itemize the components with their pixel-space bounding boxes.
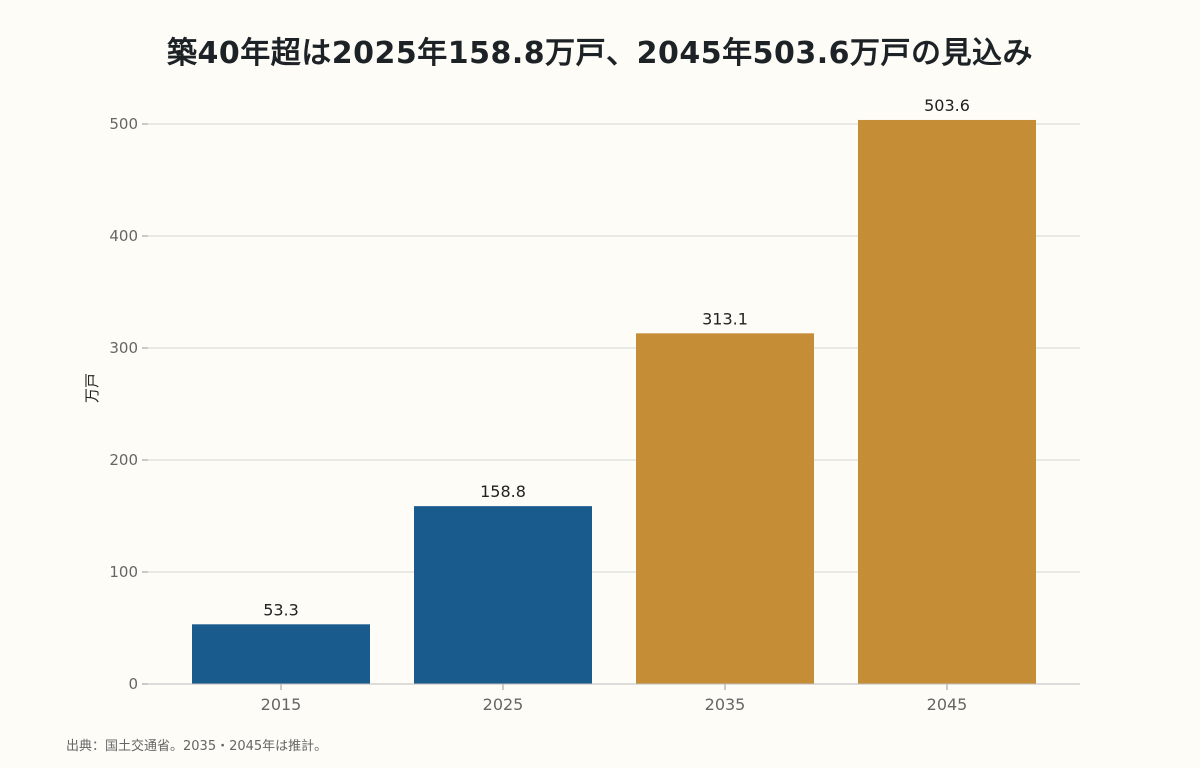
value-label: 158.8 bbox=[480, 482, 526, 501]
y-axis-label: 万戸 bbox=[83, 373, 101, 403]
value-label: 53.3 bbox=[263, 600, 299, 619]
bar-2035 bbox=[636, 333, 814, 684]
source-note: 出典：国土交通省。2035・2045年は推計。 bbox=[66, 739, 328, 754]
y-tick-label: 300 bbox=[109, 339, 138, 357]
y-tick-label: 400 bbox=[109, 227, 138, 245]
y-tick-label: 500 bbox=[109, 115, 138, 133]
bar-2015 bbox=[192, 624, 370, 684]
bar-2045 bbox=[858, 119, 1036, 684]
x-tick-label: 2045 bbox=[927, 695, 968, 714]
x-tick-label: 2035 bbox=[705, 695, 746, 714]
x-tick-label: 2025 bbox=[483, 695, 524, 714]
y-tick-label: 200 bbox=[109, 451, 138, 469]
chart-title: 築40年超は2025年158.8万戸、2045年503.6万戸の見込み bbox=[166, 36, 1034, 71]
value-label: 313.1 bbox=[702, 309, 748, 328]
bar-2025 bbox=[414, 506, 592, 684]
x-tick-label: 2015 bbox=[261, 695, 302, 714]
value-label: 503.6 bbox=[924, 96, 970, 115]
y-tick-label: 0 bbox=[128, 675, 138, 693]
y-tick-label: 100 bbox=[109, 563, 138, 581]
axes: 0 100 200 300 400 500 2015 2025 2035 2045 bbox=[109, 115, 1080, 714]
bars: 53.3 158.8 313.1 503.6 bbox=[192, 96, 1036, 684]
